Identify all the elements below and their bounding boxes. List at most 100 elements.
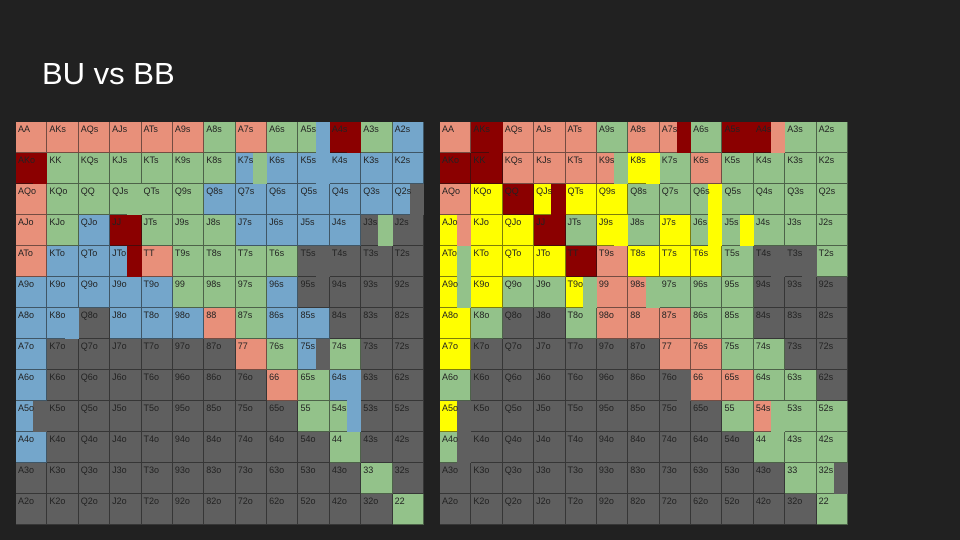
hand-cell-label: Q8s	[206, 186, 223, 196]
hand-cell-accent	[457, 246, 472, 277]
hand-cell-q4o: Q4o	[78, 432, 111, 463]
hand-cell-96o: 96o	[172, 370, 205, 401]
hand-cell-label: 95o	[174, 403, 190, 413]
hand-cell-k2s: K2s	[392, 153, 424, 184]
hand-cell-label: K5o	[473, 403, 490, 413]
hand-cell-label: K5o	[49, 403, 66, 413]
hand-cell-t6s: T6s	[267, 246, 299, 277]
hand-cell-label: 52s	[818, 403, 834, 413]
hand-cell-label: 86o	[630, 372, 646, 382]
hand-cell-k5o: K5o	[47, 401, 79, 432]
hand-cell-label: Q6o	[504, 372, 522, 382]
hand-cell-label: 63s	[787, 372, 802, 382]
hand-cell-95s: 95s	[722, 277, 754, 308]
hand-cell-q8o: Q8o	[78, 308, 111, 339]
hand-cell-j3s: J3s	[785, 215, 817, 246]
hand-cell-label: 87o	[630, 341, 646, 351]
hand-cell-label: T9o	[567, 279, 584, 289]
hand-cell-k7o: K7o	[471, 339, 503, 370]
hand-cell-label: J6o	[536, 372, 551, 382]
hand-cell-label: 76o	[661, 372, 677, 382]
hand-cell-a4o: A4o	[16, 432, 48, 463]
hand-cell-t5o: T5o	[141, 401, 173, 432]
hand-cell-label: J6s	[269, 217, 284, 227]
hand-cell-label: 32s	[394, 465, 410, 475]
hand-cell-label: 93o	[598, 465, 614, 475]
hand-cell-q4o: Q4o	[502, 432, 535, 463]
hand-cell-label: KTo	[49, 248, 65, 258]
hand-cell-label: T8o	[143, 310, 160, 320]
hand-cell-t3s: T3s	[785, 246, 817, 277]
hand-cell-a5o: A5o	[440, 401, 472, 432]
hand-cell-label: 98s	[630, 279, 645, 289]
hand-cell-j4s: J4s	[753, 215, 786, 246]
hand-cell-label: 52s	[394, 403, 410, 413]
hand-cell-a3o: A3o	[440, 463, 472, 494]
hand-cell-95o: 95o	[172, 401, 205, 432]
hand-cell-label: QQ	[504, 186, 519, 196]
hand-cell-label: 98s	[206, 279, 221, 289]
hand-cell-k3o: K3o	[471, 463, 503, 494]
hand-cell-label: KTs	[567, 155, 583, 165]
hand-cell-77: 77	[235, 339, 268, 370]
hand-cell-accent	[315, 153, 330, 184]
hand-cell-ajs: AJs	[110, 122, 142, 153]
hand-cell-label: J5s	[724, 217, 739, 227]
hand-cell-label: 73s	[363, 341, 378, 351]
hand-cell-label: JTs	[143, 217, 158, 227]
hand-cell-accent	[833, 463, 848, 494]
hand-cell-label: J3s	[787, 217, 802, 227]
hand-cell-label: J7s	[661, 217, 676, 227]
hand-cell-label: A4o	[442, 434, 459, 444]
hand-cell-52o: 52o	[722, 494, 754, 525]
hand-cell-q2o: Q2o	[502, 494, 535, 525]
hand-cell-84s: 84s	[753, 308, 786, 339]
hand-cell-label: 55	[724, 403, 735, 413]
hand-cell-label: J4s	[755, 217, 770, 227]
hand-cell-a4s: A4s	[329, 122, 362, 153]
hand-cell-label: 82o	[206, 496, 222, 506]
hand-cell-accent	[409, 184, 424, 215]
hand-cell-k8o: K8o	[47, 308, 79, 339]
hand-cell-label: J9o	[536, 279, 551, 289]
hand-cell-j5s: J5s	[722, 215, 754, 246]
hand-cell-label: T3o	[143, 465, 160, 475]
hand-cell-99: 99	[172, 277, 205, 308]
hand-cell-label: Q4s	[331, 186, 349, 196]
hand-cell-label: 83s	[363, 310, 378, 320]
hand-cell-a4o: A4o	[440, 432, 472, 463]
hand-cell-86o: 86o	[628, 370, 660, 401]
hand-cell-label: 85o	[630, 403, 646, 413]
hand-cell-qjo: QJo	[78, 215, 111, 246]
hand-cell-accent	[457, 215, 472, 246]
hand-cell-72o: 72o	[235, 494, 268, 525]
hand-cell-72s: 72s	[392, 339, 424, 370]
hand-cell-accent	[488, 122, 503, 153]
hand-cell-label: AQs	[504, 124, 523, 134]
hand-cell-accent	[645, 277, 660, 308]
hand-cell-kk: KK	[47, 153, 79, 184]
hand-cell-a8o: A8o	[16, 308, 48, 339]
hand-cell-label: K5s	[724, 155, 740, 165]
hand-cell-label: 66	[269, 372, 280, 382]
hand-cell-label: 63o	[693, 465, 709, 475]
hand-cell-label: 42o	[331, 496, 347, 506]
hand-cell-label: 74o	[661, 434, 677, 444]
hand-cell-label: A4s	[331, 124, 348, 134]
hand-cell-label: Q3s	[787, 186, 804, 196]
hand-cell-accent	[708, 215, 723, 246]
hand-cell-label: 88	[630, 310, 641, 320]
hand-cell-label: 94s	[755, 279, 771, 289]
hand-cell-kk: KK	[471, 153, 503, 184]
hand-cell-q9o: Q9o	[502, 277, 535, 308]
hand-cell-label: KJs	[112, 155, 128, 165]
hand-cell-aa: AA	[440, 122, 472, 153]
hand-cell-label: 54s	[755, 403, 771, 413]
hand-cell-88: 88	[628, 308, 660, 339]
hand-cell-label: A2s	[818, 124, 835, 134]
hand-cell-k9s: K9s	[172, 153, 205, 184]
hand-cell-ajo: AJo	[16, 215, 48, 246]
hand-cell-tt: TT	[565, 246, 597, 277]
hand-cell-label: 75o	[661, 403, 677, 413]
hand-cell-label: QTo	[80, 248, 98, 258]
